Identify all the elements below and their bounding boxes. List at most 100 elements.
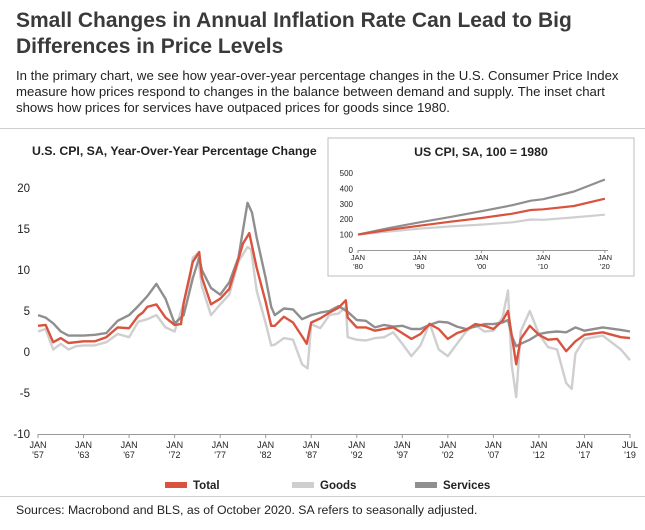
x-tick-month: JAN [257,440,274,450]
source-note: Sources: Macrobond and BLS, as of Octobe… [16,503,478,517]
x-tick-label: JAN '63 [75,440,92,460]
x-tick-month: JAN [394,440,411,450]
inset-x-tick-year: '90 [415,262,425,271]
x-tick-label: JUL '19 [622,440,638,460]
inset-series-lines [357,178,606,236]
x-tick-year: '07 [488,450,500,460]
x-tick-year: '63 [78,450,90,460]
x-tick-year: '17 [579,450,591,460]
inset-x-tick-label: JAN '00 [474,253,488,271]
x-tick-year: '82 [260,450,272,460]
y-tick-label: -5 [20,388,30,400]
inset-x-tick-label: JAN '10 [536,253,550,271]
x-tick-label: JAN '57 [29,440,46,460]
legend: Total Goods Services [165,480,490,492]
inset-x-tick-month: JAN [351,253,365,262]
x-tick-label: JAN '77 [212,440,229,460]
x-tick-month: JAN [485,440,502,450]
x-tick-label: JAN '72 [166,440,183,460]
x-tick-month: JAN [530,440,547,450]
x-tick-month: JAN [29,440,46,450]
x-tick-label: JAN '87 [303,440,320,460]
inset-y-tick-label: 400 [340,184,354,193]
legend-label: Goods [320,480,356,492]
x-tick-year: '87 [305,450,317,460]
inset-y-tick-label: 200 [340,215,354,224]
x-tick-month: JUL [622,440,638,450]
legend-label: Services [443,480,490,492]
x-tick-year: '67 [123,450,135,460]
x-tick-label: JAN '82 [257,440,274,460]
legend-item-total: Total [165,480,220,492]
x-tick-year: '77 [214,450,226,460]
x-tick-month: JAN [439,440,456,450]
inset-x-tick-label: JAN '20 [598,253,612,271]
y-tick-label: 10 [17,265,30,277]
x-tick-month: JAN [121,440,138,450]
inset-series-line-goods [357,213,605,236]
x-tick-label: JAN '02 [439,440,456,460]
inset-x-tick-year: '10 [538,262,548,271]
inset-chart: US CPI, SA, 100 = 1980 0 100 200 300 400 500 J… [327,137,635,277]
y-tick-label: 0 [24,347,30,359]
x-tick-label: JAN '07 [485,440,502,460]
x-tick-year: '19 [624,450,636,460]
series-line-total [37,231,631,366]
x-tick-month: JAN [303,440,320,450]
inset-y-tick-label: 300 [340,200,354,209]
top-divider [0,128,645,129]
inset-x-tick-label: JAN '90 [413,253,427,271]
inset-series-line-services [357,178,606,236]
y-tick-label: -10 [13,429,30,441]
y-tick-label: 5 [24,306,30,318]
inset-series-line-total [357,197,606,236]
inset-x-tick-year: '00 [477,262,487,271]
inset-title: US CPI, SA, 100 = 1980 [414,145,548,159]
x-tick-year: '97 [396,450,408,460]
inset-x-tick-year: '80 [353,262,363,271]
x-tick-month: JAN [576,440,593,450]
series-line-goods [37,245,631,399]
legend-item-goods: Goods [292,480,356,492]
x-tick-label: JAN '97 [394,440,411,460]
y-tick-label: 15 [17,224,30,236]
x-tick-year: '57 [32,450,44,460]
legend-swatch [415,482,437,488]
inset-y-tick-label: 0 [349,246,354,255]
legend-label: Total [193,480,220,492]
x-tick-year: '92 [351,450,363,460]
legend-swatch [292,482,314,488]
x-tick-month: JAN [166,440,183,450]
x-tick-year: '12 [533,450,545,460]
x-tick-label: JAN '12 [530,440,547,460]
x-tick-label: JAN '92 [348,440,365,460]
main-series-lines [37,201,631,399]
inset-x-tick-month: JAN [598,253,612,262]
x-tick-year: '72 [169,450,181,460]
y-tick-label: 20 [17,183,30,195]
page-subtitle: In the primary chart, we see how year-ov… [16,68,619,115]
inset-y-tick-label: 100 [340,231,354,240]
x-tick-year: '02 [442,450,454,460]
bottom-divider [0,496,645,497]
inset-x-tick-label: JAN '80 [351,253,365,271]
x-tick-label: JAN '67 [121,440,138,460]
x-tick-label: JAN '17 [576,440,593,460]
main-chart-title: U.S. CPI, SA, Year-Over-Year Percentage … [32,144,317,158]
inset-x-tick-month: JAN [413,253,427,262]
inset-x-tick-month: JAN [474,253,488,262]
inset-x-tick-month: JAN [536,253,550,262]
x-tick-month: JAN [348,440,365,450]
legend-item-services: Services [415,480,490,492]
legend-swatch [165,482,187,488]
inset-x-tick-year: '20 [600,262,610,271]
page-title: Small Changes in Annual Inflation Rate C… [16,9,572,58]
series-line-services [37,201,631,348]
x-tick-month: JAN [212,440,229,450]
inset-y-tick-label: 500 [340,169,354,178]
x-tick-month: JAN [75,440,92,450]
